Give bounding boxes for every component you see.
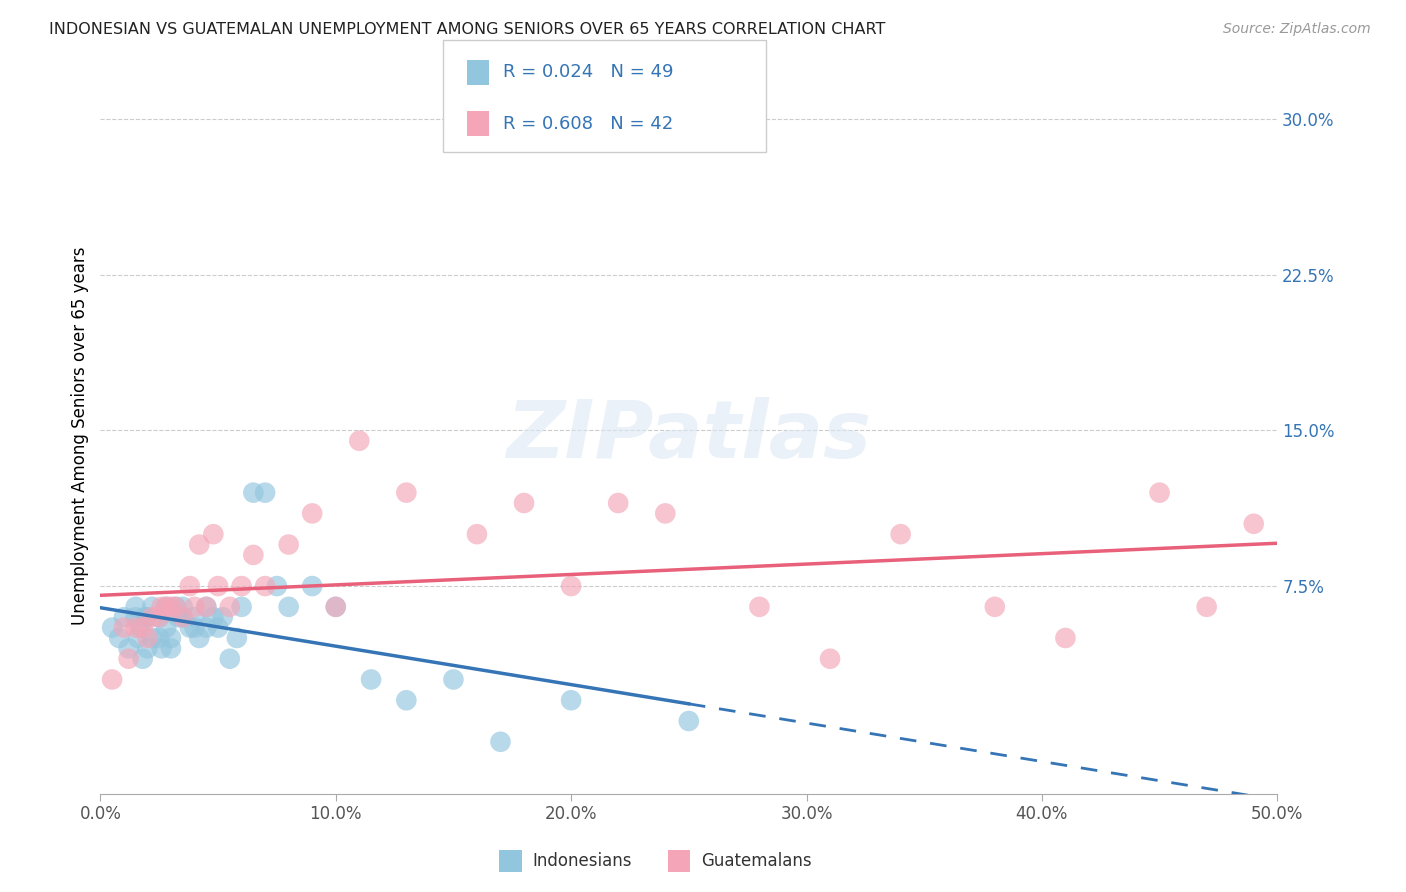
Point [150,641,173,656]
Point [325,599,347,614]
Point [172,610,194,624]
Point [134,610,156,624]
Point [678,714,700,728]
Point [195,621,218,635]
Point [218,599,240,614]
Point [155,621,177,635]
Point [1243,516,1265,531]
Point [108,631,131,645]
Point [141,610,163,624]
Text: Guatemalans: Guatemalans [702,852,813,871]
Point [124,621,146,635]
Point [124,599,146,614]
Point [1195,599,1218,614]
Point [607,496,630,510]
Point [148,610,170,624]
Point [160,631,183,645]
Point [112,621,135,635]
Point [325,599,347,614]
Text: R = 0.608   N = 42: R = 0.608 N = 42 [503,115,673,133]
Point [395,485,418,500]
Point [748,599,770,614]
Point [132,621,155,635]
Point [160,599,183,614]
Point [136,610,159,624]
Point [818,651,841,665]
Point [441,673,464,687]
Point [136,641,159,656]
Point [183,599,205,614]
Text: ZIPatlas: ZIPatlas [506,397,872,475]
Point [984,599,1007,614]
Point [513,496,536,510]
Point [141,599,163,614]
Point [225,631,247,645]
Point [183,621,205,635]
Point [150,599,173,614]
Point [560,693,582,707]
Point [132,651,155,665]
Point [141,631,163,645]
Point [127,631,149,645]
Point [654,507,676,521]
Point [301,507,323,521]
Point [188,631,211,645]
Point [160,641,183,656]
Point [218,651,240,665]
Point [349,434,371,448]
Point [183,610,205,624]
Point [254,579,277,593]
Text: Source: ZipAtlas.com: Source: ZipAtlas.com [1223,22,1371,37]
Text: R = 0.024   N = 49: R = 0.024 N = 49 [503,63,673,81]
Point [155,599,177,614]
Point [136,631,159,645]
Point [360,673,382,687]
Point [1149,485,1171,500]
Point [195,599,218,614]
Point [172,610,194,624]
Point [165,599,187,614]
Point [112,610,135,624]
Point [207,579,229,593]
Point [395,693,418,707]
Point [301,579,323,593]
Text: INDONESIAN VS GUATEMALAN UNEMPLOYMENT AMONG SENIORS OVER 65 YEARS CORRELATION CH: INDONESIAN VS GUATEMALAN UNEMPLOYMENT AM… [49,22,886,37]
Point [155,599,177,614]
Text: Indonesians: Indonesians [533,852,633,871]
Point [560,579,582,593]
Point [202,527,225,541]
Point [167,610,190,624]
Point [179,579,201,593]
Point [117,651,139,665]
Point [231,599,253,614]
Point [188,537,211,551]
Point [1054,631,1077,645]
Point [207,621,229,635]
Point [179,621,201,635]
Point [242,548,264,562]
Point [148,610,170,624]
Point [117,641,139,656]
Point [489,735,512,749]
Point [277,537,299,551]
Point [195,599,218,614]
Point [148,631,170,645]
Point [231,579,253,593]
Y-axis label: Unemployment Among Seniors over 65 years: Unemployment Among Seniors over 65 years [72,246,89,624]
Point [101,621,124,635]
Point [277,599,299,614]
Point [124,610,146,624]
Point [172,599,194,614]
Point [266,579,288,593]
Point [890,527,912,541]
Point [129,621,152,635]
Point [202,610,225,624]
Point [211,610,233,624]
Point [242,485,264,500]
Point [465,527,488,541]
Point [101,673,124,687]
Point [254,485,277,500]
Point [165,599,187,614]
